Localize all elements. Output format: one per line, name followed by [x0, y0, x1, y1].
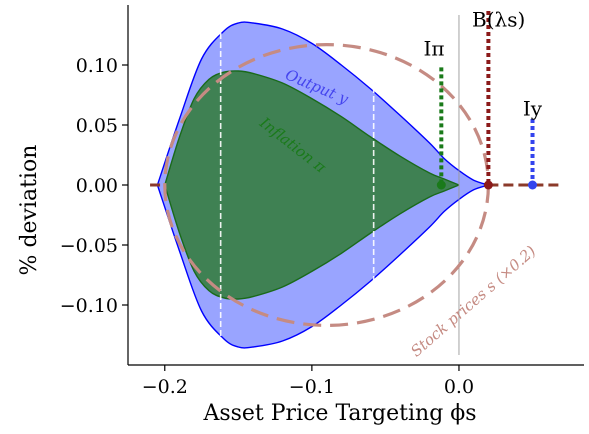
- ticks-layer: −0.2 −0.1 0.0 0.10 0.05 0.00 −0.05 −0.10: [60, 55, 474, 398]
- y-axis-label: % deviation: [17, 145, 42, 276]
- marker-dot-2: [528, 180, 538, 190]
- y-tick-label: 0.05: [76, 115, 118, 137]
- lines-layer: [150, 11, 562, 355]
- marker-label-1: B(λs): [472, 8, 525, 32]
- y-tick-label: 0.00: [76, 175, 118, 197]
- series-upper-line-0: [156, 21, 489, 186]
- x-tick-label: −0.2: [142, 376, 188, 398]
- x-tick-label: −0.1: [289, 376, 335, 398]
- curve-annotation-2: Stock prices s (×0.2): [407, 242, 539, 360]
- series-band-1: [164, 70, 459, 300]
- x-axis-label: Asset Price Targeting ϕs: [202, 401, 476, 426]
- series-upper-line-1: [164, 70, 460, 186]
- marker-dot-1: [483, 180, 493, 190]
- marker-label-2: Iy: [523, 96, 543, 120]
- y-tick-label: −0.05: [60, 235, 118, 257]
- series-lower-line-1: [164, 184, 460, 300]
- x-tick-label: 0.0: [444, 376, 474, 398]
- series-lower-line-0: [156, 184, 489, 349]
- marker-label-0: Iπ: [423, 36, 444, 60]
- fills-layer: [157, 22, 489, 348]
- marker-dot-0: [436, 180, 446, 190]
- y-tick-label: −0.10: [60, 295, 118, 317]
- y-tick-label: 0.10: [76, 55, 118, 77]
